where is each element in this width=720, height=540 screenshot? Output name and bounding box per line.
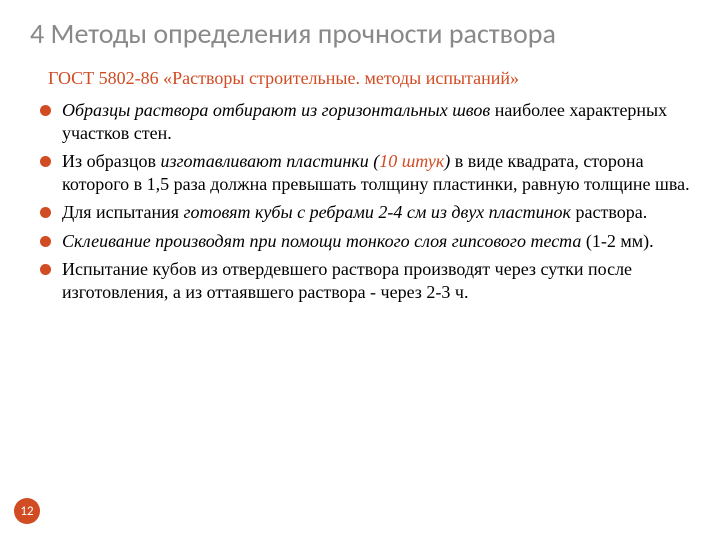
page-number-badge: 12 [14,498,40,524]
bullet-text: готовят кубы с ребрами 2-4 см из двух пл… [184,202,571,222]
bullet-item: Образцы раствора отбирают из горизонталь… [36,99,690,144]
slide-subtitle: ГОСТ 5802-86 «Растворы строительные. мет… [48,68,690,89]
bullet-text: Для испытания [62,202,184,222]
bullet-item: Склеивание производят при помощи тонкого… [36,230,690,253]
slide: 4 Методы определения прочности раствора … [0,0,720,540]
bullet-item: Для испытания готовят кубы с ребрами 2-4… [36,201,690,224]
bullet-text: (1-2 мм). [581,231,653,251]
bullet-text: Склеивание производят при помощи тонкого… [62,231,581,251]
slide-title: 4 Методы определения прочности раствора [30,18,690,50]
bullet-text: раствора. [571,202,647,222]
bullet-list: Образцы раствора отбирают из горизонталь… [36,99,690,303]
bullet-text: Образцы раствора отбирают из горизонталь… [62,100,490,120]
bullet-text: Испытание кубов из отвердевшего раствора… [62,259,632,302]
bullet-item: Из образцов изготавливают пластинки (10 … [36,150,690,195]
bullet-text: 10 штук [379,151,444,171]
page-number: 12 [20,504,33,519]
bullet-item: Испытание кубов из отвердевшего раствора… [36,258,690,303]
bullet-text: изготавливают пластинки ( [161,151,380,171]
bullet-text: Из образцов [62,151,161,171]
